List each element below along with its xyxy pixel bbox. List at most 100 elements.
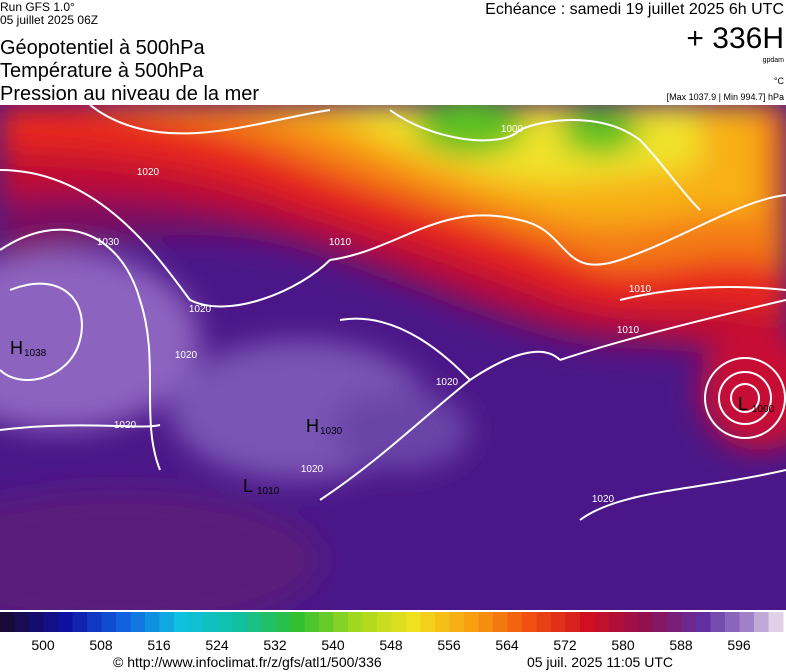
- map: 1000 1020 1030 1010 1020 1020 1020 1010 1010 1020…: [0, 105, 786, 610]
- colorbar-label: 572: [553, 637, 577, 653]
- colorbar-label: 516: [147, 637, 171, 653]
- map-labels: 1000 1020 1030 1010 1020 1020 1020 1010 1010 1020…: [10, 124, 775, 505]
- center-value: 1000: [752, 404, 775, 415]
- isobar-label: 1010: [629, 284, 652, 295]
- colorbar-cell: [435, 612, 450, 632]
- unit: gpdam: [763, 57, 785, 64]
- isobars: [0, 105, 786, 521]
- extrema: [Max 1037.9 | Min 994.7] hPa: [667, 92, 784, 102]
- colorbar-cell: [29, 612, 44, 632]
- colorbar-cell: [348, 612, 363, 632]
- colorbar-cell: [507, 612, 523, 632]
- colorbar-label: 548: [379, 637, 403, 653]
- colorbar-cell: [14, 612, 30, 632]
- center-letter: L: [243, 476, 253, 496]
- footer-date: 05 juil. 2025 11:05 UTC: [527, 654, 673, 670]
- run: Run GFS 1.0°: [0, 0, 75, 14]
- center-value: 1030: [320, 426, 343, 437]
- echeance: Echéance : samedi 19 juillet 2025 6h UTC: [485, 1, 784, 18]
- colorbar-cell: [681, 612, 697, 632]
- title: Géopotentiel à 500hPa: [0, 37, 205, 59]
- colorbar-cell: [391, 612, 407, 632]
- colorbar-cell: [638, 612, 653, 632]
- colorbar-label: 596: [727, 637, 751, 653]
- center-value: 1038: [24, 348, 47, 359]
- colorbar-cell: [478, 612, 494, 632]
- colorbar-cell: [116, 612, 131, 632]
- colorbar-cell: [449, 612, 465, 632]
- colorbar-cell: [232, 612, 247, 632]
- isobar-label: 1020: [175, 350, 198, 361]
- title: Température à 500hPa: [0, 60, 204, 82]
- colorbar-cell: [623, 612, 639, 632]
- colorbar-cell: [710, 612, 726, 632]
- colorbar-label: 500: [31, 637, 55, 653]
- colorbar-label: 556: [437, 637, 461, 653]
- isobar-label: 1020: [137, 167, 160, 178]
- unit: °C: [774, 76, 785, 86]
- colorbar-cell: [362, 612, 378, 632]
- isobar-label: 1010: [329, 237, 352, 248]
- colorbar-cell: [551, 612, 566, 632]
- colorbar-cell: [72, 612, 88, 632]
- colorbar-cell: [275, 612, 291, 632]
- colorbar-cell: [493, 612, 508, 632]
- colorbar-cell: [0, 612, 15, 632]
- colorbar-cell: [522, 612, 537, 632]
- isobar-label: 1020: [592, 494, 615, 505]
- colorbar-cell: [333, 612, 349, 632]
- footer-url: © http://www.infoclimat.fr/z/gfs/atl1/50…: [113, 654, 382, 670]
- colorbar-label: 508: [89, 637, 113, 653]
- colorbar-cell: [145, 612, 160, 632]
- colorbar-cell: [130, 612, 146, 632]
- colorbar-cell: [217, 612, 233, 632]
- colorbar-cell: [188, 612, 204, 632]
- colorbar-cell: [754, 612, 769, 632]
- colorbar-cell: [203, 612, 218, 632]
- colorbar-cell: [739, 612, 755, 632]
- isobar-label: 1010: [617, 325, 640, 336]
- center-letter: L: [738, 394, 748, 414]
- isobar-label: 1000: [501, 124, 524, 135]
- colorbar-cell: [420, 612, 436, 632]
- run-date: 05 juillet 2025 06Z: [0, 13, 98, 27]
- center-value: 1010: [257, 486, 280, 497]
- colorbar-cell: [406, 612, 421, 632]
- colorbar-cell: [565, 612, 581, 632]
- colorbar-cell: [377, 612, 392, 632]
- colorbar-cell: [725, 612, 740, 632]
- center-letter: H: [10, 338, 23, 358]
- colorbar-label: 532: [263, 637, 287, 653]
- colorbar-cell: [536, 612, 552, 632]
- isobar-label: 1020: [301, 464, 324, 475]
- colorbar-cell: [43, 612, 59, 632]
- isobar-label: 1020: [114, 420, 137, 431]
- colorbar-cell: [696, 612, 711, 632]
- colorbar-cell: [174, 612, 189, 632]
- isobar-label: 1030: [97, 237, 120, 248]
- isobar-label: 1020: [436, 377, 459, 388]
- colorbar-label: 580: [611, 637, 635, 653]
- colorbar-cell: [87, 612, 102, 632]
- colorbar-cell: [580, 612, 595, 632]
- title: Pression au niveau de la mer: [0, 83, 259, 105]
- offset: + 336H: [686, 22, 784, 55]
- colorbar-cell: [304, 612, 320, 632]
- colorbar-cell: [609, 612, 624, 632]
- colorbar-cell: [319, 612, 334, 632]
- colorbar-cell: [290, 612, 305, 632]
- isobar-label: 1020: [189, 304, 212, 315]
- colorbar-cell: [594, 612, 610, 632]
- colorbar-cell: [261, 612, 276, 632]
- colorbar-cell: [58, 612, 73, 632]
- colorbar-label: 588: [669, 637, 693, 653]
- colorbar: 5005085165245325405485565645725805885966…: [0, 612, 786, 653]
- colorbar-cell: [101, 612, 117, 632]
- colorbar-cell: [464, 612, 479, 632]
- colorbar-cell: [652, 612, 668, 632]
- colorbar-cell: [667, 612, 682, 632]
- colorbar-label: 564: [495, 637, 519, 653]
- colorbar-cell: [159, 612, 175, 632]
- center-letter: H: [306, 416, 319, 436]
